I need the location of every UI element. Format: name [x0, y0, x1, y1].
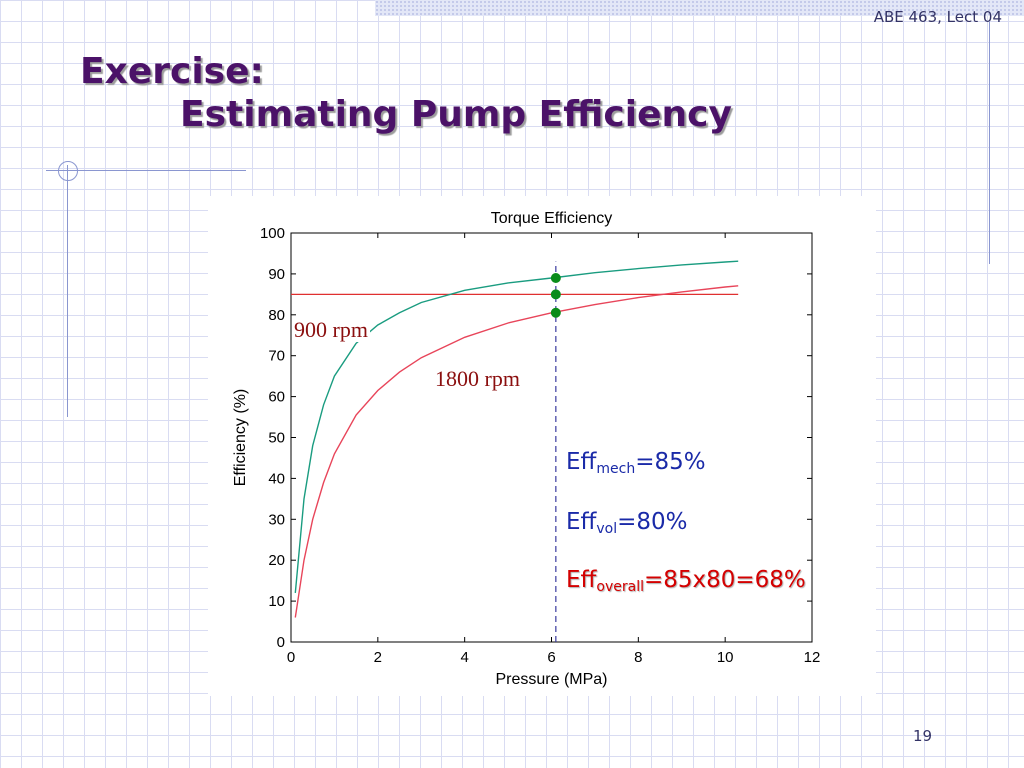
x-axis-label: Pressure (MPa)	[495, 671, 607, 688]
y-tick-label: 30	[268, 511, 285, 528]
x-tick-label: 10	[717, 649, 734, 666]
eff-vol-prefix: Eff	[566, 509, 597, 535]
label-1800-rpm: 1800 rpm	[433, 366, 522, 391]
series-line-1	[294, 285, 739, 618]
chart-title: Torque Efficiency	[491, 210, 613, 227]
page-number: 19	[913, 727, 933, 745]
y-tick-label: 100	[260, 225, 285, 242]
torque-efficiency-chart: 0 2 4 6 8 10 12 0 10 20 30 40 50 60 70 80 90 100 Torque Ef…	[232, 210, 821, 688]
y-tick-label: 10	[268, 593, 285, 610]
y-tick-label: 40	[268, 470, 285, 487]
decorative-line-left	[67, 165, 68, 417]
title-line-1: Exercise:	[80, 51, 264, 92]
x-tick-label: 8	[634, 649, 642, 666]
y-tick-label: 90	[268, 266, 285, 283]
y-tick-label: 0	[277, 634, 285, 651]
eff-vol-subscript: vol	[596, 521, 618, 537]
eff-mech-prefix: Eff	[566, 449, 597, 475]
eff-vol-label: Effvol=80%	[566, 509, 688, 537]
header-band	[375, 0, 1024, 16]
data-marker	[550, 289, 561, 300]
eff-vol-value: =80%	[617, 509, 688, 535]
y-tick-label: 70	[268, 348, 285, 365]
eff-overall-label: Effoverall=85x80=68%	[566, 567, 806, 595]
decorative-circle	[58, 161, 78, 181]
y-tick-label: 80	[268, 307, 285, 324]
y-tick-label: 60	[268, 389, 285, 406]
data-marker	[550, 307, 561, 318]
data-marker	[550, 272, 561, 283]
series-line-0	[294, 260, 739, 593]
eff-overall-prefix: Eff	[566, 567, 597, 593]
y-axis-label: Efficiency (%)	[232, 389, 249, 487]
x-tick-label: 6	[547, 649, 555, 666]
x-tick-label: 4	[460, 649, 468, 666]
slide-title: Exercise: Estimating Pump Efficiency	[80, 50, 732, 136]
title-line-2: Estimating Pump Efficiency	[180, 94, 732, 136]
y-tick-label: 50	[268, 430, 285, 447]
eff-mech-subscript: mech	[596, 461, 636, 477]
x-tick-label: 0	[287, 649, 295, 666]
decorative-line-horizontal	[46, 170, 246, 171]
x-tick-label: 2	[374, 649, 382, 666]
eff-overall-subscript: overall	[596, 579, 644, 595]
x-tick-label: 12	[804, 649, 821, 666]
lecture-label: ABE 463, Lect 04	[873, 8, 1002, 26]
plot-area	[290, 232, 813, 643]
eff-overall-value: =85x80=68%	[643, 567, 806, 593]
eff-mech-label: Effmech=85%	[566, 449, 706, 477]
decorative-line-right	[989, 22, 990, 264]
y-tick-label: 20	[268, 552, 285, 569]
label-900-rpm: 900 rpm	[292, 317, 370, 342]
eff-mech-value: =85%	[635, 449, 706, 475]
